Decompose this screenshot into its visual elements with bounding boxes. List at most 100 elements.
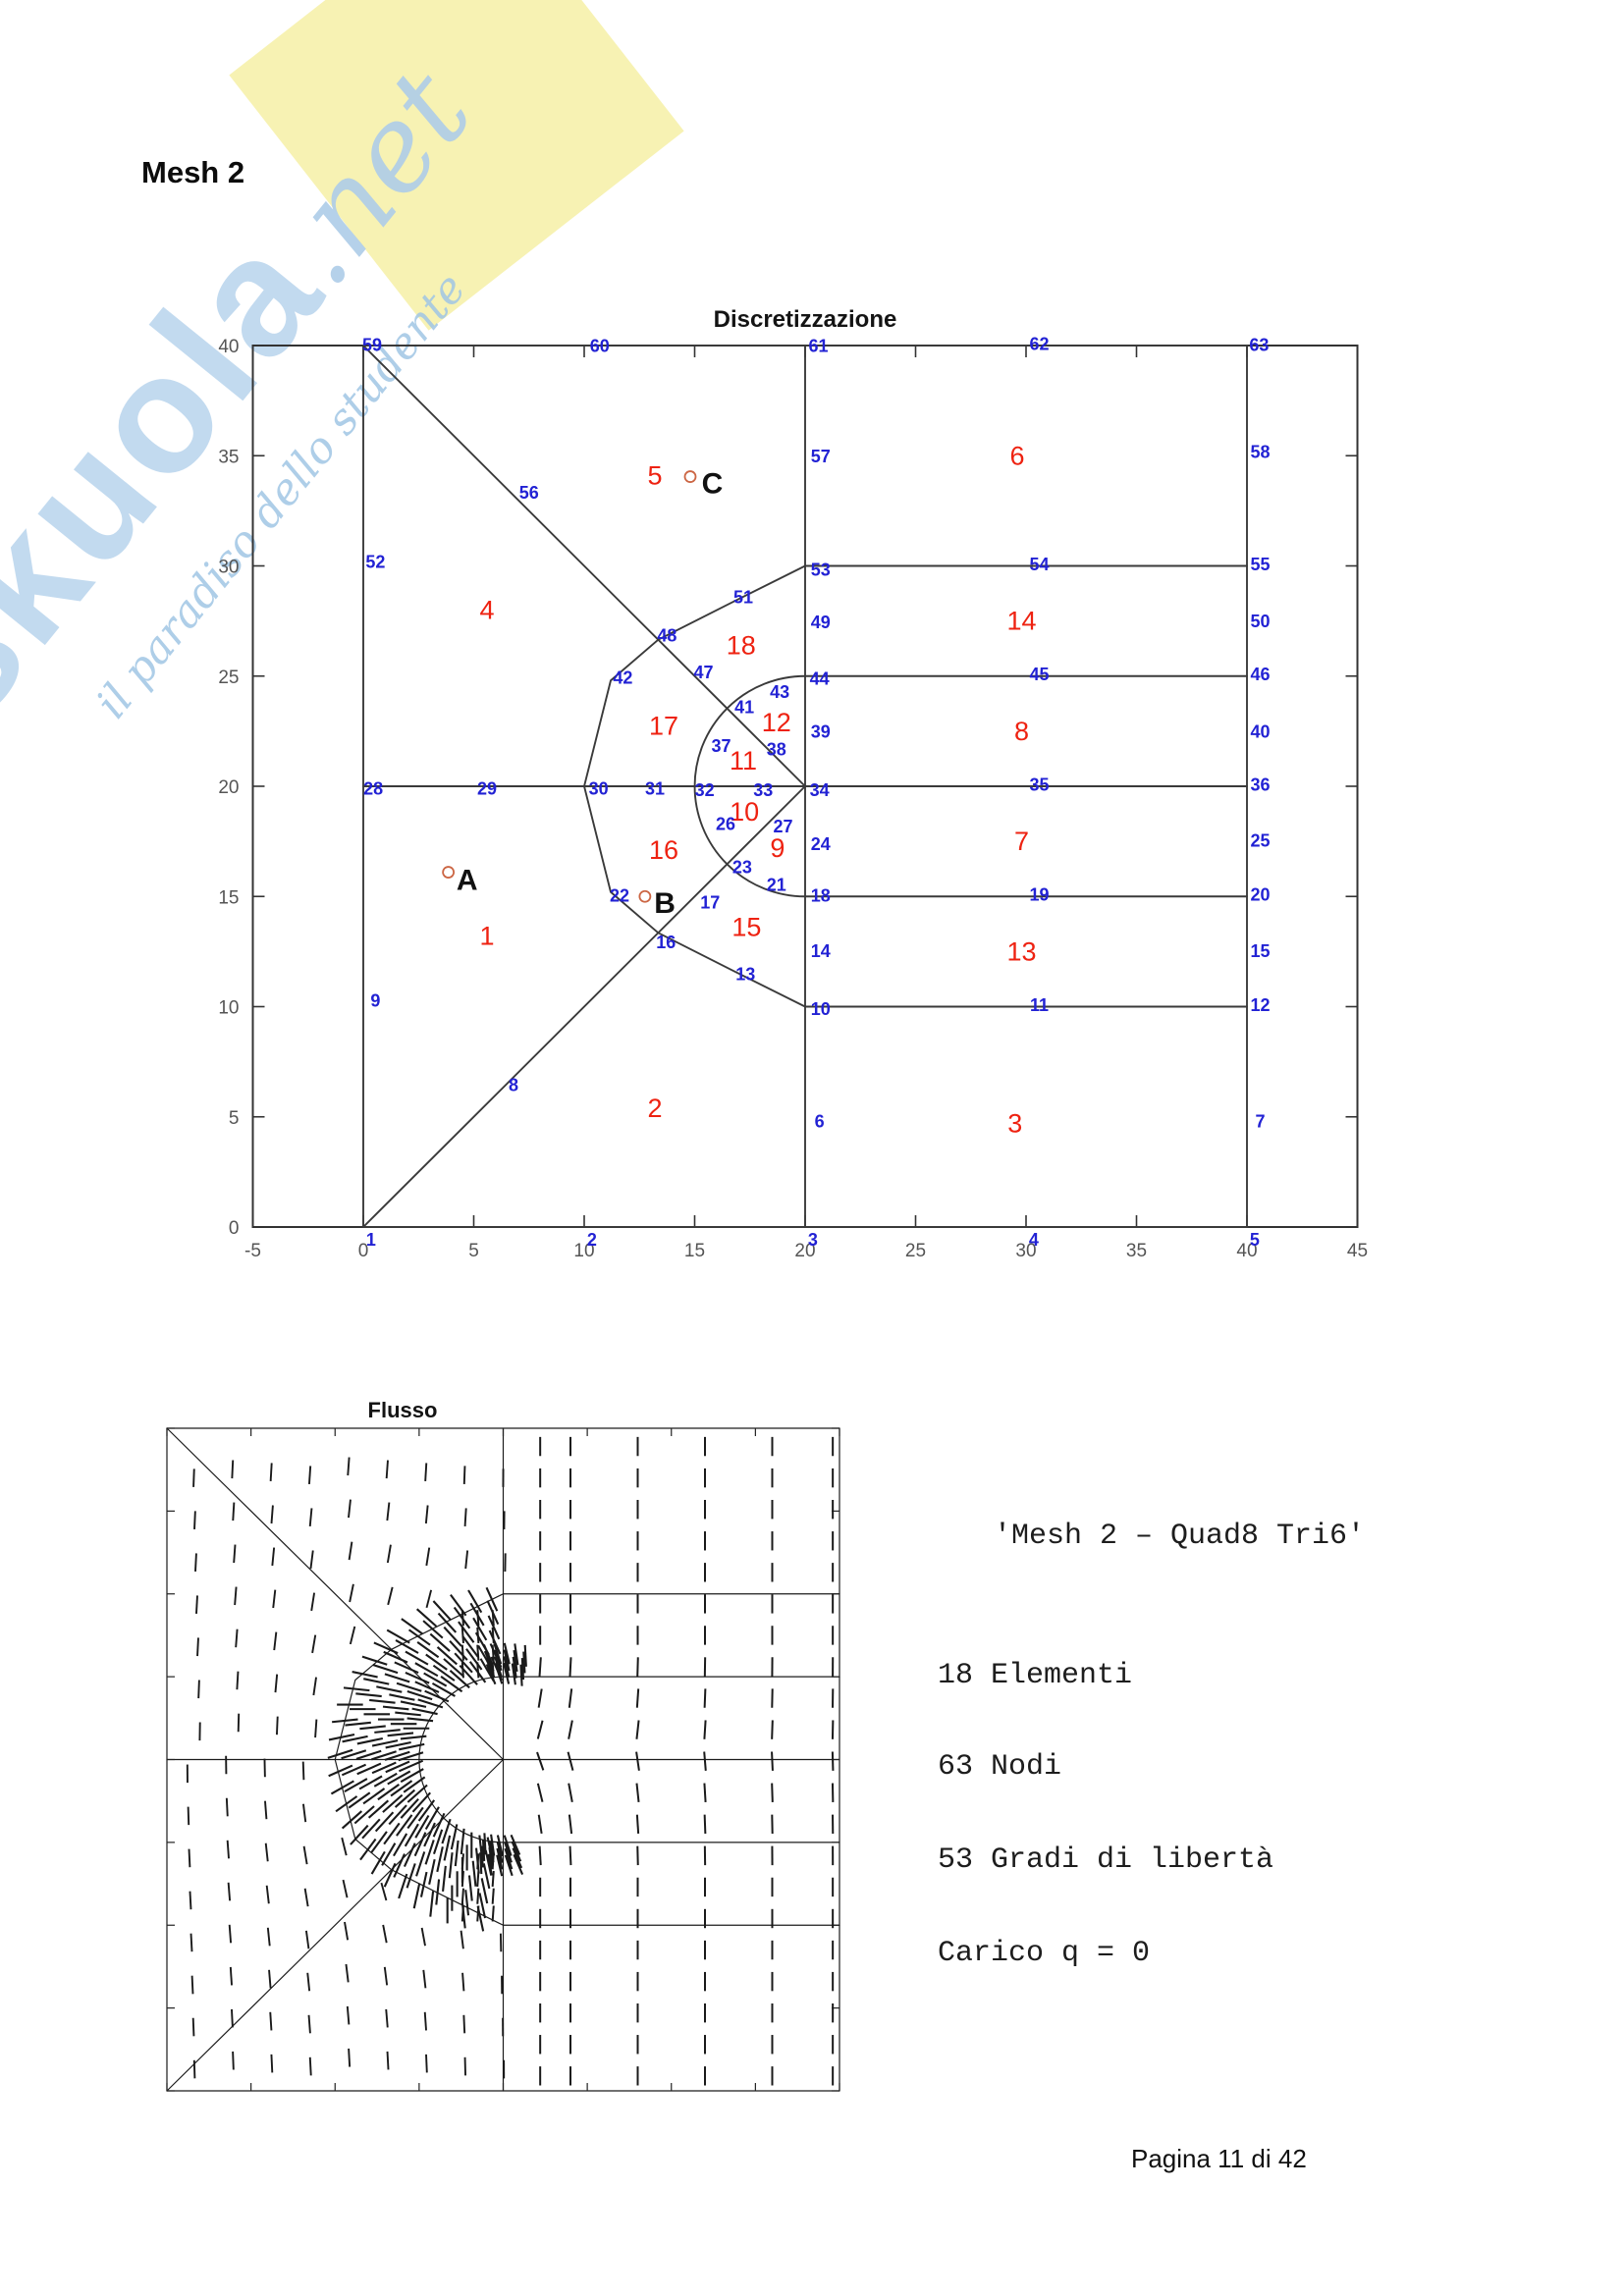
svg-text:30: 30 [218, 558, 239, 578]
flux-plot [166, 1427, 840, 2092]
svg-text:46: 46 [1250, 665, 1270, 684]
discretization-plot: -5 0 5 10 15 20 25 30 35 40 450510152025303540ABC1… [218, 334, 1368, 1261]
svg-text:4: 4 [479, 595, 494, 624]
svg-text:12: 12 [762, 708, 791, 737]
info-line-dof: 53 Gradi di libertà [938, 1843, 1274, 1877]
svg-text:43: 43 [770, 682, 789, 702]
svg-text:6: 6 [1009, 441, 1024, 470]
svg-text:5: 5 [468, 1241, 479, 1261]
svg-text:11: 11 [1030, 995, 1049, 1015]
svg-text:33: 33 [753, 780, 773, 800]
svg-text:16: 16 [656, 933, 676, 952]
svg-text:0: 0 [229, 1218, 240, 1239]
svg-text:8: 8 [509, 1076, 518, 1095]
svg-text:1: 1 [479, 922, 494, 951]
svg-text:23: 23 [732, 857, 752, 877]
svg-text:40: 40 [218, 337, 239, 357]
svg-text:44: 44 [810, 668, 830, 688]
svg-text:39: 39 [811, 721, 831, 741]
svg-text:35: 35 [1029, 774, 1049, 794]
svg-text:B: B [654, 887, 676, 920]
svg-text:54: 54 [1029, 555, 1049, 574]
svg-text:16: 16 [649, 835, 678, 865]
discretization-title: Discretizzazione [713, 306, 897, 333]
svg-text:14: 14 [1006, 607, 1036, 636]
svg-text:10: 10 [218, 998, 239, 1019]
svg-text:2: 2 [587, 1230, 597, 1250]
svg-text:13: 13 [735, 964, 755, 984]
svg-text:10: 10 [573, 1241, 594, 1261]
svg-text:24: 24 [811, 834, 831, 854]
svg-text:40: 40 [1250, 721, 1270, 741]
info-line-load: Carico q = 0 [938, 1937, 1151, 1970]
svg-text:3: 3 [808, 1230, 818, 1250]
svg-text:52: 52 [365, 553, 385, 572]
svg-text:34: 34 [810, 780, 830, 800]
svg-text:0: 0 [358, 1241, 369, 1261]
svg-text:30: 30 [589, 779, 609, 799]
svg-text:C: C [702, 467, 724, 500]
svg-text:57: 57 [811, 447, 831, 466]
svg-text:5: 5 [1250, 1230, 1260, 1250]
svg-text:13: 13 [1006, 936, 1036, 966]
svg-text:21: 21 [767, 875, 786, 894]
svg-text:55: 55 [1250, 555, 1270, 574]
svg-text:17: 17 [649, 711, 678, 740]
svg-text:45: 45 [1029, 665, 1049, 684]
watermark-net: .net [246, 45, 498, 311]
svg-text:27: 27 [773, 817, 792, 836]
svg-text:26: 26 [716, 815, 735, 834]
svg-text:32: 32 [695, 780, 715, 800]
svg-text:14: 14 [811, 941, 831, 961]
svg-text:15: 15 [731, 913, 761, 942]
svg-text:45: 45 [1347, 1241, 1368, 1261]
svg-text:25: 25 [1250, 831, 1270, 851]
page-number: Pagina 11 di 42 [1131, 2144, 1307, 2173]
svg-text:35: 35 [1126, 1241, 1147, 1261]
svg-text:11: 11 [730, 746, 757, 775]
svg-text:31: 31 [645, 779, 665, 799]
svg-text:4: 4 [1029, 1230, 1039, 1250]
svg-text:1: 1 [366, 1230, 376, 1250]
svg-text:5: 5 [229, 1108, 240, 1129]
svg-text:18: 18 [727, 630, 756, 660]
svg-text:7: 7 [1255, 1112, 1265, 1132]
svg-text:10: 10 [730, 797, 759, 827]
svg-text:5: 5 [647, 460, 662, 490]
svg-text:60: 60 [590, 337, 610, 356]
svg-text:40: 40 [1236, 1241, 1257, 1261]
svg-text:7: 7 [1014, 827, 1029, 856]
svg-text:36: 36 [1250, 774, 1270, 794]
svg-text:12: 12 [1250, 995, 1270, 1015]
svg-text:19: 19 [1029, 885, 1049, 905]
svg-text:18: 18 [811, 886, 831, 906]
svg-text:30: 30 [1015, 1241, 1036, 1261]
svg-text:15: 15 [684, 1241, 705, 1261]
svg-text:48: 48 [657, 626, 677, 646]
info-panel-title: 'Mesh 2 – Quad8 Tri6' [994, 1520, 1366, 1553]
svg-text:51: 51 [733, 587, 753, 607]
flux-title: Flusso [367, 1398, 438, 1422]
svg-text:10: 10 [811, 999, 831, 1019]
svg-text:49: 49 [811, 613, 831, 632]
svg-text:A: A [457, 864, 478, 896]
svg-text:20: 20 [1250, 885, 1270, 905]
page-heading: Mesh 2 [141, 155, 245, 189]
svg-text:62: 62 [1029, 334, 1049, 353]
svg-text:15: 15 [1250, 941, 1270, 961]
svg-text:25: 25 [905, 1241, 926, 1261]
svg-text:20: 20 [794, 1241, 815, 1261]
svg-text:2: 2 [647, 1094, 662, 1123]
svg-text:17: 17 [700, 892, 720, 912]
svg-text:41: 41 [734, 698, 754, 718]
svg-text:59: 59 [362, 335, 382, 354]
svg-text:56: 56 [519, 483, 539, 503]
svg-text:50: 50 [1250, 612, 1270, 631]
svg-text:35: 35 [218, 447, 239, 467]
svg-text:9: 9 [370, 990, 380, 1010]
svg-text:53: 53 [811, 560, 831, 579]
svg-text:28: 28 [363, 779, 383, 799]
svg-text:61: 61 [808, 337, 828, 356]
svg-text:20: 20 [218, 777, 239, 798]
